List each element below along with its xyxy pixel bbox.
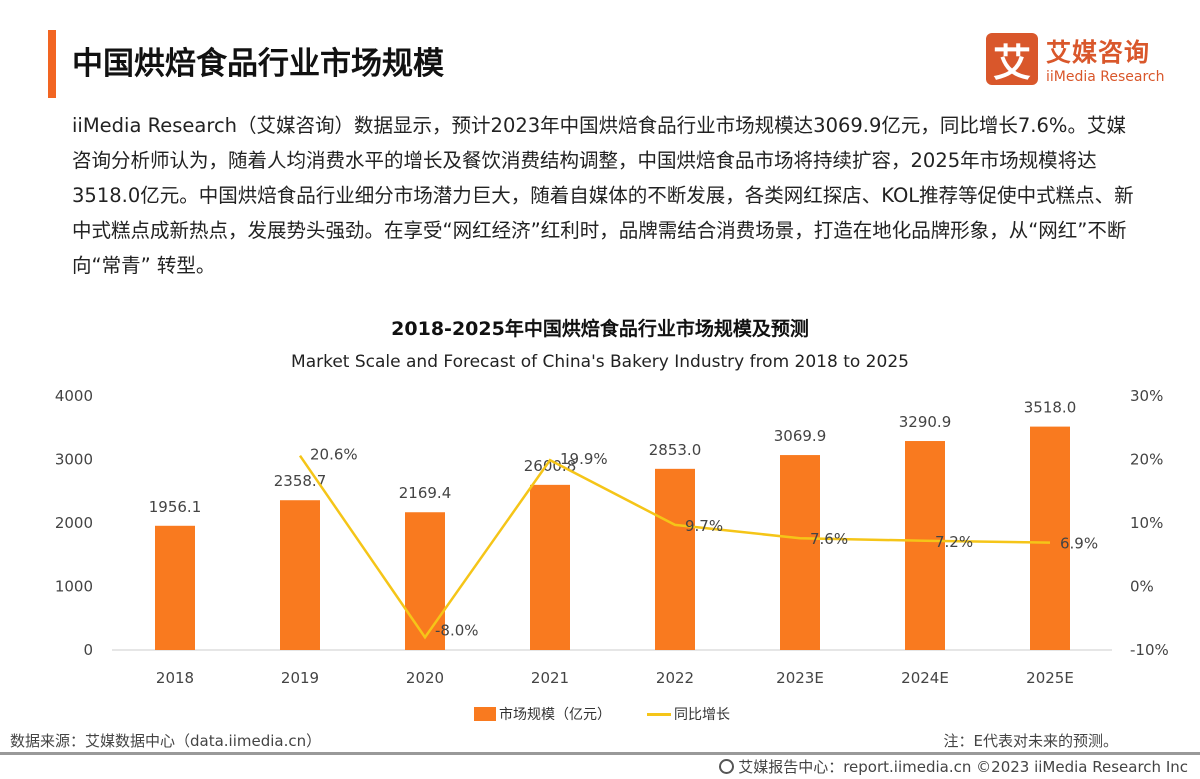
legend-line-swatch xyxy=(647,712,671,716)
line-value-label: 7.2% xyxy=(935,533,973,551)
legend-line-label: 同比增长 xyxy=(674,707,730,723)
y-right-tick: 20% xyxy=(1130,451,1163,469)
logo-cn: 艾媒咨询 xyxy=(1046,38,1151,67)
bar-value-label: 2169.4 xyxy=(399,484,452,502)
x-tick: 2024E xyxy=(901,669,949,687)
bar xyxy=(280,500,320,650)
data-source: 数据来源：艾媒数据中心（data.iimedia.cn） xyxy=(10,732,322,750)
bar-value-label: 3290.9 xyxy=(899,413,952,431)
bar xyxy=(780,455,820,650)
line-value-label: 6.9% xyxy=(1060,535,1098,553)
globe-icon xyxy=(719,759,735,774)
bar-value-label: 1956.1 xyxy=(149,498,202,516)
y-left-tick: 4000 xyxy=(55,387,93,405)
y-right-tick: 10% xyxy=(1130,514,1163,532)
y-right-tick: 30% xyxy=(1130,387,1163,405)
legend-bar-swatch xyxy=(474,707,496,721)
growth-line xyxy=(298,454,1051,640)
y-right-tick: -10% xyxy=(1130,641,1169,659)
title-accent-bar xyxy=(48,30,56,98)
x-tick: 2023E xyxy=(776,669,824,687)
line-value-label: 20.6% xyxy=(310,446,358,464)
iimedia-logo: 艾 艾媒咨询 iiMedia Research xyxy=(986,33,1165,85)
bar xyxy=(655,468,695,650)
y-right-tick: 0% xyxy=(1130,578,1154,596)
summary-paragraph: iiMedia Research（艾媒咨询）数据显示，预计2023年中国烘焙食品… xyxy=(72,114,1134,277)
line-value-label: -8.0% xyxy=(435,621,479,639)
logo-en: iiMedia Research xyxy=(1046,69,1165,85)
line-value-label: 19.9% xyxy=(560,450,608,468)
x-tick: 2025E xyxy=(1026,669,1074,687)
x-tick: 2018 xyxy=(156,669,194,687)
chart-title: 2018-2025年中国烘焙食品行业市场规模及预测 xyxy=(391,318,809,340)
legend: 市场规模（亿元） 同比增长 xyxy=(474,704,730,724)
y-left-tick: 0 xyxy=(83,641,93,659)
footer-divider xyxy=(0,752,1200,755)
x-tick: 2019 xyxy=(281,669,319,687)
y-left-tick: 3000 xyxy=(55,451,93,469)
bar xyxy=(405,512,445,650)
bar xyxy=(1030,426,1070,650)
logo-mark: 艾 xyxy=(986,33,1038,85)
x-tick: 2020 xyxy=(406,669,444,687)
line-value-label: 7.6% xyxy=(810,530,848,548)
chart-subtitle: Market Scale and Forecast of China's Bak… xyxy=(291,352,909,372)
bar xyxy=(155,525,195,650)
bar-value-label: 2853.0 xyxy=(649,441,702,459)
legend-bar-label: 市场规模（亿元） xyxy=(499,707,611,723)
bar-value-label: 2600.8 xyxy=(524,457,577,475)
footer-credit: 艾媒报告中心：report.iimedia.cn ©2023 iiMedia R… xyxy=(719,756,1188,777)
footer-credit-text: 艾媒报告中心：report.iimedia.cn ©2023 iiMedia R… xyxy=(738,758,1188,776)
line-value-label: 9.7% xyxy=(685,517,723,535)
x-tick: 2021 xyxy=(531,669,569,687)
forecast-note: 注：E代表对未来的预测。 xyxy=(943,732,1118,750)
page-title: 中国烘焙食品行业市场规模 xyxy=(72,46,444,82)
y-left-tick: 1000 xyxy=(55,578,93,596)
x-tick: 2022 xyxy=(656,669,694,687)
bar-value-label: 3518.0 xyxy=(1024,399,1077,417)
bar xyxy=(905,441,945,650)
chart: 0 1000 2000 3000 4000 -10% 0% 10% 20% 30% 1956.1 20… xyxy=(55,387,1169,687)
bar xyxy=(530,484,570,650)
y-left-tick: 2000 xyxy=(55,514,93,532)
bar-value-label: 3069.9 xyxy=(774,427,827,445)
